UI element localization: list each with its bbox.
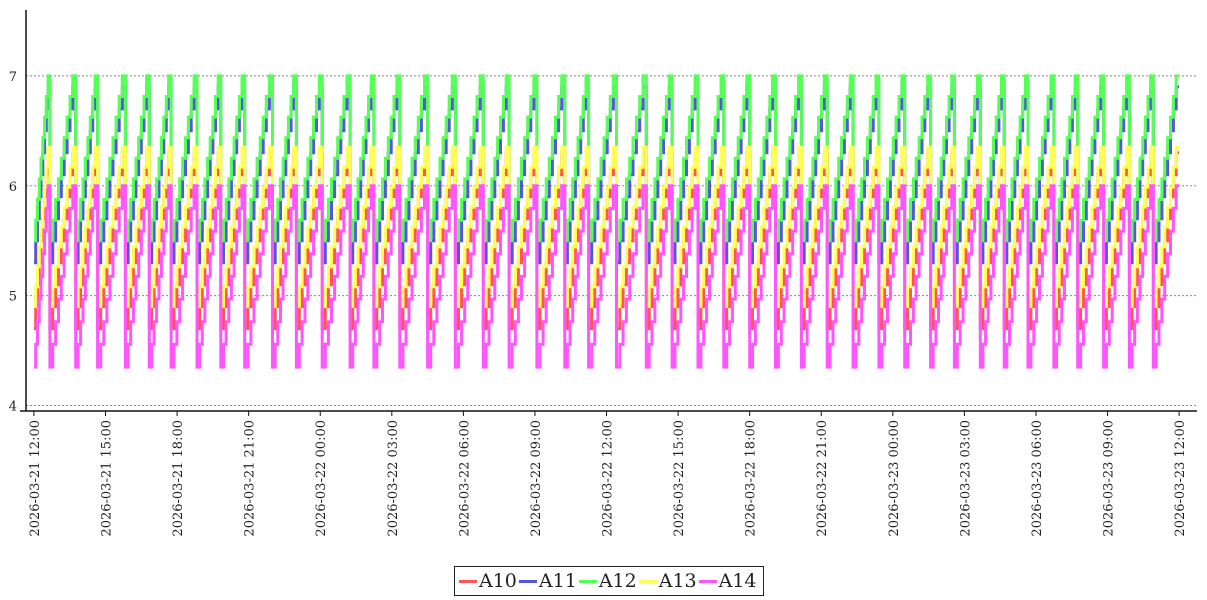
x-tick-label: 2026-03-23 00:00 xyxy=(887,420,902,537)
x-tick-label: 2026-03-21 18:00 xyxy=(171,420,186,537)
x-tick-label: 2026-03-22 09:00 xyxy=(529,420,544,537)
axes: 4 5 6 7 2026-03-21 12:00 2026-03-21 15:00 2026… xyxy=(9,10,1197,537)
y-tick-label: 7 xyxy=(9,70,17,85)
x-tick-label: 2026-03-23 03:00 xyxy=(958,420,973,537)
legend-item-a14: A14 xyxy=(698,570,757,592)
x-tick-label: 2026-03-23 09:00 xyxy=(1102,420,1117,537)
legend-label-a12: A12 xyxy=(598,570,637,592)
x-tick-label: 2026-03-22 06:00 xyxy=(457,420,472,537)
x-tick-label: 2026-03-23 12:00 xyxy=(1173,420,1188,537)
legend-swatch-a13 xyxy=(638,579,657,583)
series-line-a13 xyxy=(34,145,1180,309)
legend-swatch-a10 xyxy=(459,579,477,583)
x-tick-label: 2026-03-22 15:00 xyxy=(672,420,687,537)
legend-label-a11: A11 xyxy=(538,570,577,592)
y-tick-label: 6 xyxy=(9,180,17,195)
x-tick-label: 2026-03-21 21:00 xyxy=(243,420,258,537)
x-tick-label: 2026-03-21 15:00 xyxy=(100,420,115,537)
x-tick-label: 2026-03-23 06:00 xyxy=(1030,420,1045,537)
y-tick-label: 5 xyxy=(9,290,17,305)
series-line-a12 xyxy=(34,74,1180,243)
legend-swatch-a11 xyxy=(518,579,537,583)
line-chart: 4 5 6 7 2026-03-21 12:00 2026-03-21 15:00 2026… xyxy=(9,10,1197,537)
series-line-a14 xyxy=(34,184,1180,369)
legend-swatch-a12 xyxy=(578,579,597,583)
legend-item-a13: A13 xyxy=(638,570,697,592)
legend-label-a13: A13 xyxy=(658,570,697,592)
series-lines xyxy=(34,74,1180,369)
legend-swatch-a14 xyxy=(698,579,717,583)
legend-item-a12: A12 xyxy=(578,570,637,592)
x-tick-label: 2026-03-22 03:00 xyxy=(386,420,401,537)
x-tick-label: 2026-03-22 00:00 xyxy=(314,420,329,537)
y-tick-label: 4 xyxy=(9,400,17,415)
x-tick-label: 2026-03-22 18:00 xyxy=(744,420,759,537)
x-tick-label: 2026-03-21 12:00 xyxy=(28,420,43,537)
legend-label-a14: A14 xyxy=(718,570,757,592)
legend: A10 A11 A12 A13 A14 xyxy=(454,566,764,596)
legend-label-a10: A10 xyxy=(479,570,517,592)
legend-item-a11: A11 xyxy=(518,570,577,592)
legend-item-a10: A10 xyxy=(459,570,517,592)
x-tick-label: 2026-03-22 21:00 xyxy=(815,420,830,537)
x-tick-label: 2026-03-22 12:00 xyxy=(601,420,616,537)
